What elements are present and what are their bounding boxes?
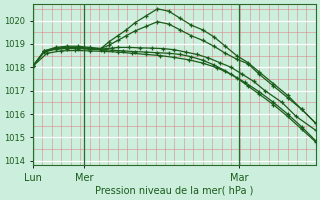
- X-axis label: Pression niveau de la mer( hPa ): Pression niveau de la mer( hPa ): [95, 186, 253, 196]
